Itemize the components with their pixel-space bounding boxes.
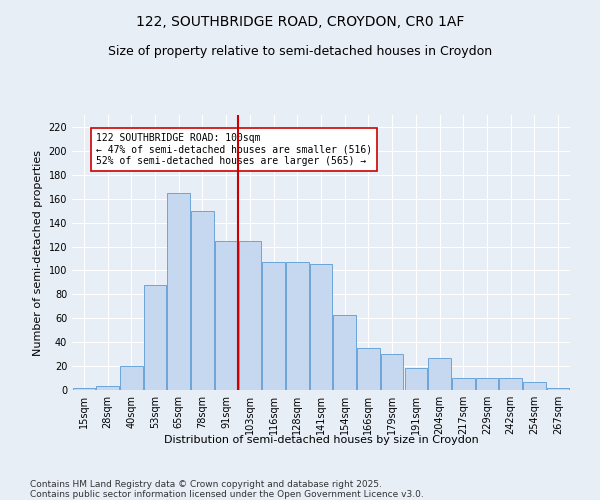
Bar <box>215 240 238 390</box>
Text: Distribution of semi-detached houses by size in Croydon: Distribution of semi-detached houses by … <box>164 435 478 445</box>
Bar <box>547 388 569 390</box>
Bar <box>381 354 403 390</box>
Text: 122 SOUTHBRIDGE ROAD: 100sqm
← 47% of semi-detached houses are smaller (516)
52%: 122 SOUTHBRIDGE ROAD: 100sqm ← 47% of se… <box>96 133 372 166</box>
Bar <box>97 386 119 390</box>
Bar <box>286 262 308 390</box>
Bar <box>476 378 498 390</box>
Bar <box>404 368 427 390</box>
Bar <box>334 314 356 390</box>
Text: 122, SOUTHBRIDGE ROAD, CROYDON, CR0 1AF: 122, SOUTHBRIDGE ROAD, CROYDON, CR0 1AF <box>136 15 464 29</box>
Text: Size of property relative to semi-detached houses in Croydon: Size of property relative to semi-detach… <box>108 45 492 58</box>
Bar <box>120 366 143 390</box>
Bar <box>523 382 545 390</box>
Text: Contains HM Land Registry data © Crown copyright and database right 2025.
Contai: Contains HM Land Registry data © Crown c… <box>30 480 424 500</box>
Bar <box>357 348 380 390</box>
Bar <box>191 210 214 390</box>
Bar <box>167 192 190 390</box>
Bar <box>73 388 95 390</box>
Bar <box>239 240 261 390</box>
Bar <box>144 285 166 390</box>
Bar <box>452 378 475 390</box>
Bar <box>310 264 332 390</box>
Bar <box>499 378 522 390</box>
Bar <box>262 262 285 390</box>
Y-axis label: Number of semi-detached properties: Number of semi-detached properties <box>33 150 43 356</box>
Bar <box>428 358 451 390</box>
